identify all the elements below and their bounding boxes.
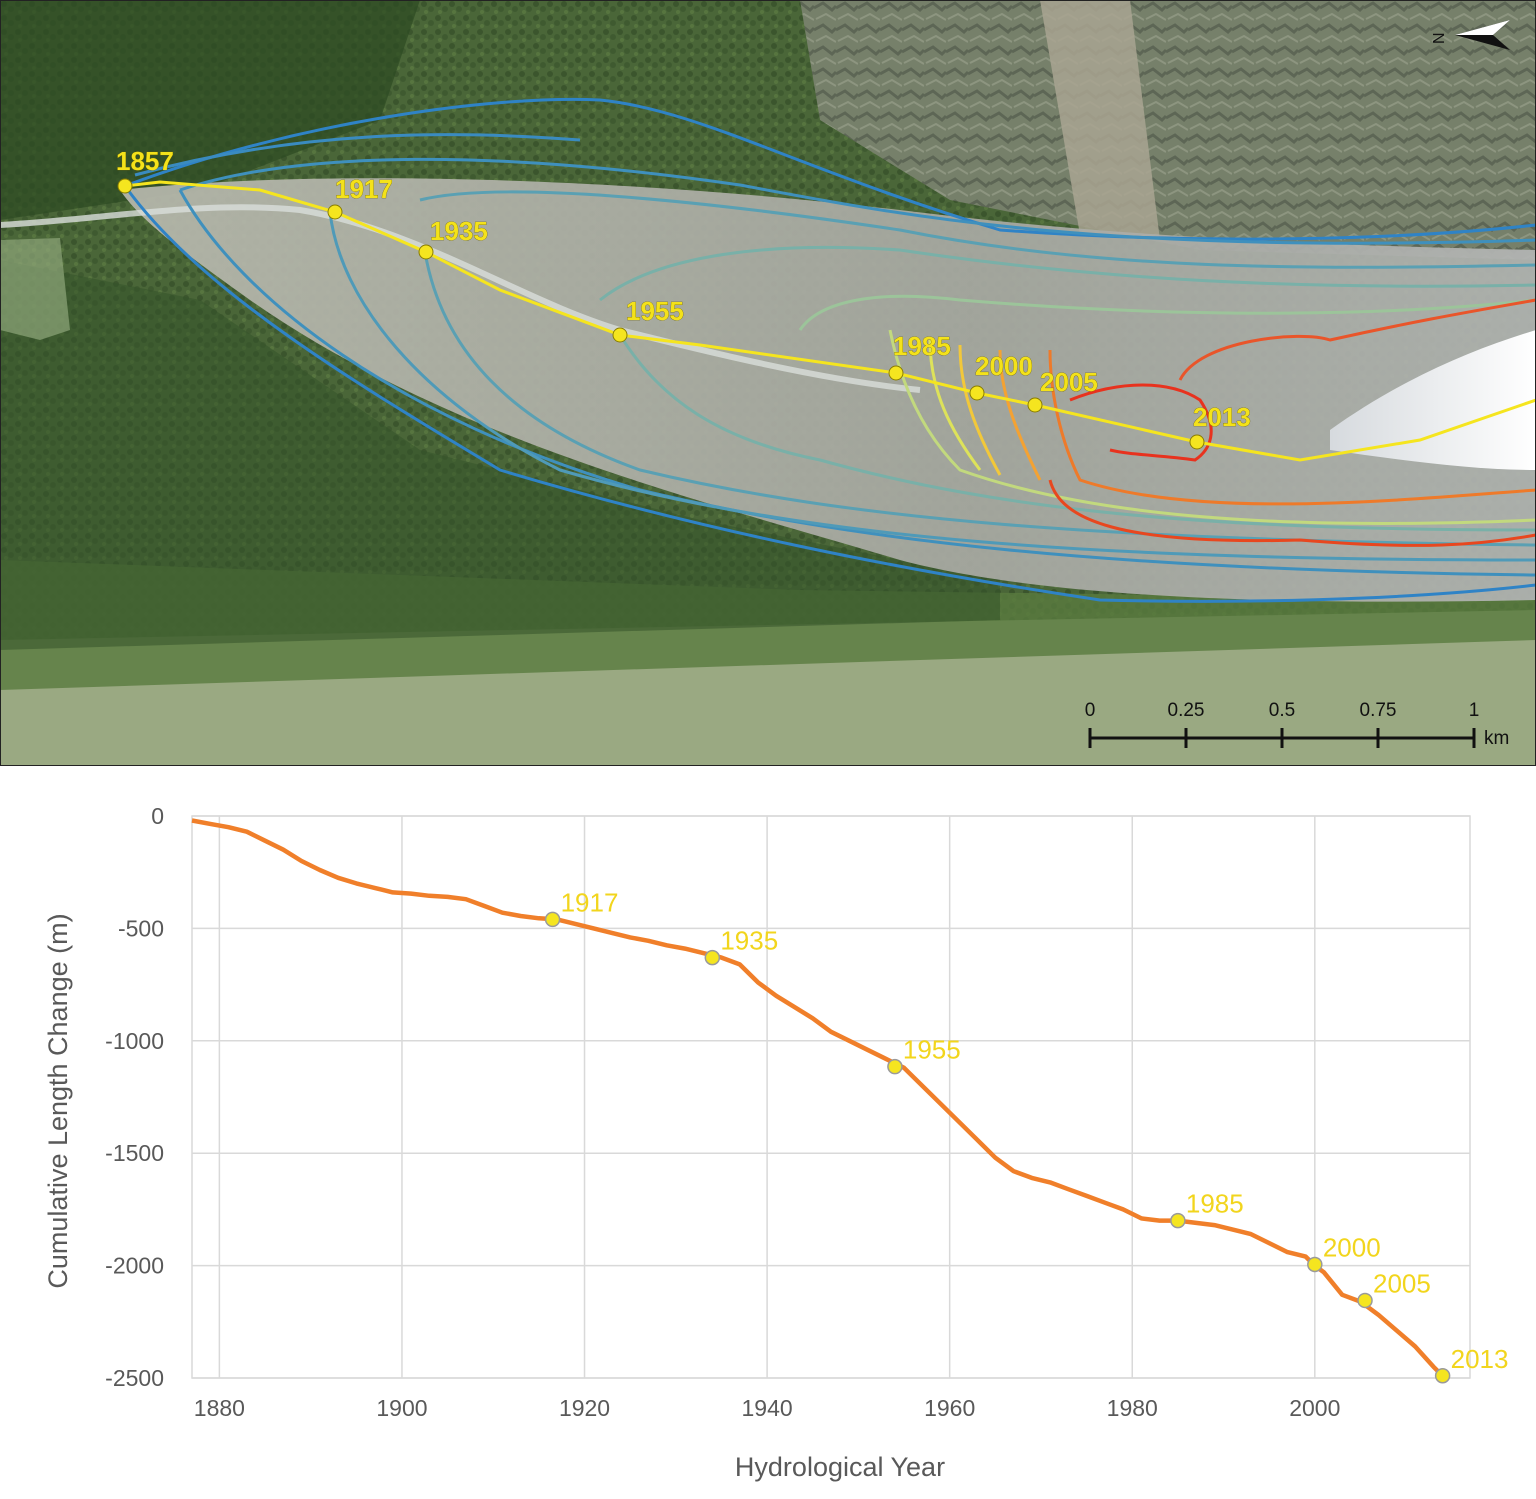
glacier-outlines <box>123 97 1536 603</box>
marker-label: 1985 <box>893 331 951 361</box>
x-axis-title: Hydrological Year <box>735 1452 945 1482</box>
aerial-map-svg: 1857 1917 1935 1955 1985 2000 2005 2013 … <box>0 0 1536 766</box>
x-tick-label: 1900 <box>376 1395 427 1421</box>
x-tick-label: 1960 <box>924 1395 975 1421</box>
outline-1917 <box>328 211 1536 562</box>
forest-lower-left <box>0 260 1000 650</box>
marker-label: 2000 <box>975 351 1033 381</box>
north-arrow-icon: N <box>1431 20 1510 50</box>
y-tick-label: -1500 <box>105 1140 164 1166</box>
scale-bar: 0 0.25 0.5 0.75 1 km <box>1085 700 1510 749</box>
marker-label: 1857 <box>116 146 174 176</box>
series-line <box>191 818 1445 1378</box>
marker-label: 1917 <box>335 174 393 204</box>
point-label: 2013 <box>1451 1344 1509 1374</box>
glacier-centerline <box>124 180 1536 462</box>
marker-label: 1955 <box>626 296 684 326</box>
point-label: 1955 <box>903 1035 961 1065</box>
chart-svg: 1880 1900 1920 1940 1960 1980 2000 0 -500 -1000 -1… <box>43 803 1509 1482</box>
marker-dot <box>1189 434 1205 450</box>
y-axis-title: Cumulative Length Change (m) <box>43 913 73 1288</box>
outline-1985 <box>888 329 1536 525</box>
scale-tick-label: 0 <box>1085 700 1096 721</box>
outline-2005 <box>1048 349 1536 506</box>
outline-2013-south <box>1048 479 1536 547</box>
outline-1857-south <box>123 185 1536 603</box>
length-change-chart: 1880 1900 1920 1940 1960 1980 2000 0 -500 -1000 -1… <box>0 766 1536 1494</box>
scale-tick-label: 0.25 <box>1168 700 1205 721</box>
outline-1990 <box>928 339 982 471</box>
highlight-point <box>1357 1292 1373 1309</box>
x-tick-label: 1980 <box>1107 1395 1158 1421</box>
outline-1857-north <box>124 97 1536 241</box>
point-label: 2005 <box>1373 1268 1431 1298</box>
marker-dot <box>612 327 628 343</box>
marker-dot <box>418 244 434 260</box>
highlight-points: 1917 1935 1955 1985 2000 2005 2013 <box>544 887 1509 1384</box>
y-tick-label: 0 <box>151 803 164 829</box>
axis-ticks: 1880 1900 1920 1940 1960 1980 2000 0 -500 -1000 -1… <box>105 803 1340 1421</box>
scree-gully <box>1040 0 1160 240</box>
valley-floor <box>120 178 1536 602</box>
outline-2003 <box>998 349 1042 481</box>
marker-label: 1935 <box>430 216 488 246</box>
point-label: 1917 <box>561 887 619 917</box>
x-tick-label: 1940 <box>742 1395 793 1421</box>
grid <box>191 815 1471 1379</box>
glacier-tongue <box>1330 330 1536 470</box>
point-label: 1935 <box>720 926 778 956</box>
x-tick-label: 1920 <box>559 1395 610 1421</box>
highlight-point <box>1434 1368 1451 1384</box>
highlight-point <box>1170 1212 1186 1229</box>
village-meadow <box>0 238 70 340</box>
scale-tick-label: 0.5 <box>1269 700 1295 721</box>
outline-1955-south <box>618 334 1536 532</box>
marker-dot <box>1027 397 1043 413</box>
outline-2009-north <box>1178 298 1536 381</box>
outline-2013 <box>1069 383 1213 462</box>
marker-dot <box>117 178 133 194</box>
highlight-point <box>544 911 561 928</box>
outline-1890-north <box>179 157 1536 245</box>
marker-dot <box>969 385 985 401</box>
scale-tick-label: 1 <box>1469 700 1480 721</box>
highlight-point <box>887 1058 903 1075</box>
scale-tick-label: 0.75 <box>1360 700 1397 721</box>
year-markers: 1857 1917 1935 1955 1985 2000 2005 2013 <box>116 146 1251 450</box>
marker-label: 2013 <box>1193 402 1251 432</box>
north-label: N <box>1431 32 1448 44</box>
y-tick-label: -500 <box>118 915 164 941</box>
marker-label: 2005 <box>1040 367 1098 397</box>
marker-dot <box>327 204 343 220</box>
series-line-group <box>191 818 1445 1378</box>
y-tick-label: -2500 <box>105 1365 164 1391</box>
y-tick-label: -2000 <box>105 1253 164 1279</box>
scale-unit: km <box>1484 728 1509 749</box>
x-tick-label: 2000 <box>1289 1395 1340 1421</box>
outline-1970 <box>798 294 1536 331</box>
marker-dot <box>888 365 904 381</box>
point-label: 2000 <box>1323 1232 1381 1262</box>
forest-upper-left <box>0 0 420 220</box>
outline-1880 <box>134 133 581 177</box>
rock-slope-upper <box>800 0 1536 260</box>
outline-1935 <box>423 251 1536 547</box>
outline-1955-north <box>599 245 1536 302</box>
x-tick-label: 1880 <box>194 1395 245 1421</box>
river-channel <box>0 204 921 393</box>
y-tick-label: -1000 <box>105 1028 164 1054</box>
highlight-point <box>1307 1256 1323 1273</box>
outline-2000 <box>958 344 1002 476</box>
outline-1930-north <box>419 190 1536 269</box>
point-label: 1985 <box>1186 1189 1244 1219</box>
plot-area-border <box>191 815 1471 1379</box>
aerial-map: 1857 1917 1935 1955 1985 2000 2005 2013 … <box>0 0 1536 766</box>
highlight-point <box>704 949 721 966</box>
